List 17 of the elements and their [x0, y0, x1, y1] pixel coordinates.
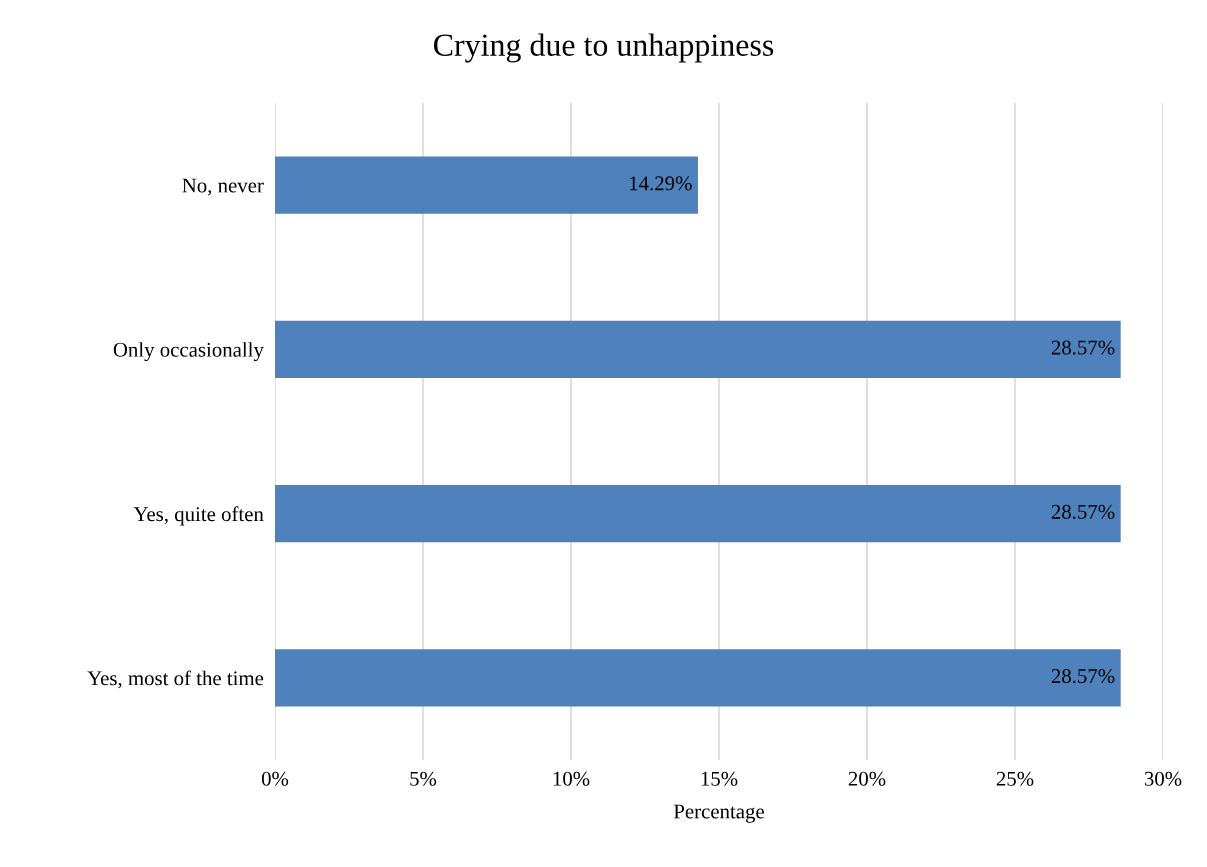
y-tick-label: No, never [182, 178, 264, 196]
y-tick-label: Only occasionally [113, 342, 264, 362]
x-tick-label: 30% [1144, 771, 1182, 786]
y-tick-label: Yes, quite often [133, 506, 264, 526]
data-label: 14.29% [630, 176, 692, 191]
x-tick-label: 0% [261, 771, 289, 786]
data-label: 28.57% [1051, 669, 1115, 684]
x-tick-label: 5% [410, 771, 437, 786]
y-tick-label: Yes, most of the time [87, 670, 264, 689]
data-label: 28.57% [1051, 340, 1115, 355]
x-tick-label: 25% [996, 771, 1034, 786]
x-tick-label: 15% [701, 771, 738, 786]
x-axis-title: Percentage [673, 804, 764, 823]
chart-title: Crying due to unhappiness [434, 33, 774, 63]
x-tick-label: 20% [848, 771, 886, 786]
x-tick-label: 10% [553, 771, 590, 786]
data-label: 28.57% [1051, 504, 1115, 519]
